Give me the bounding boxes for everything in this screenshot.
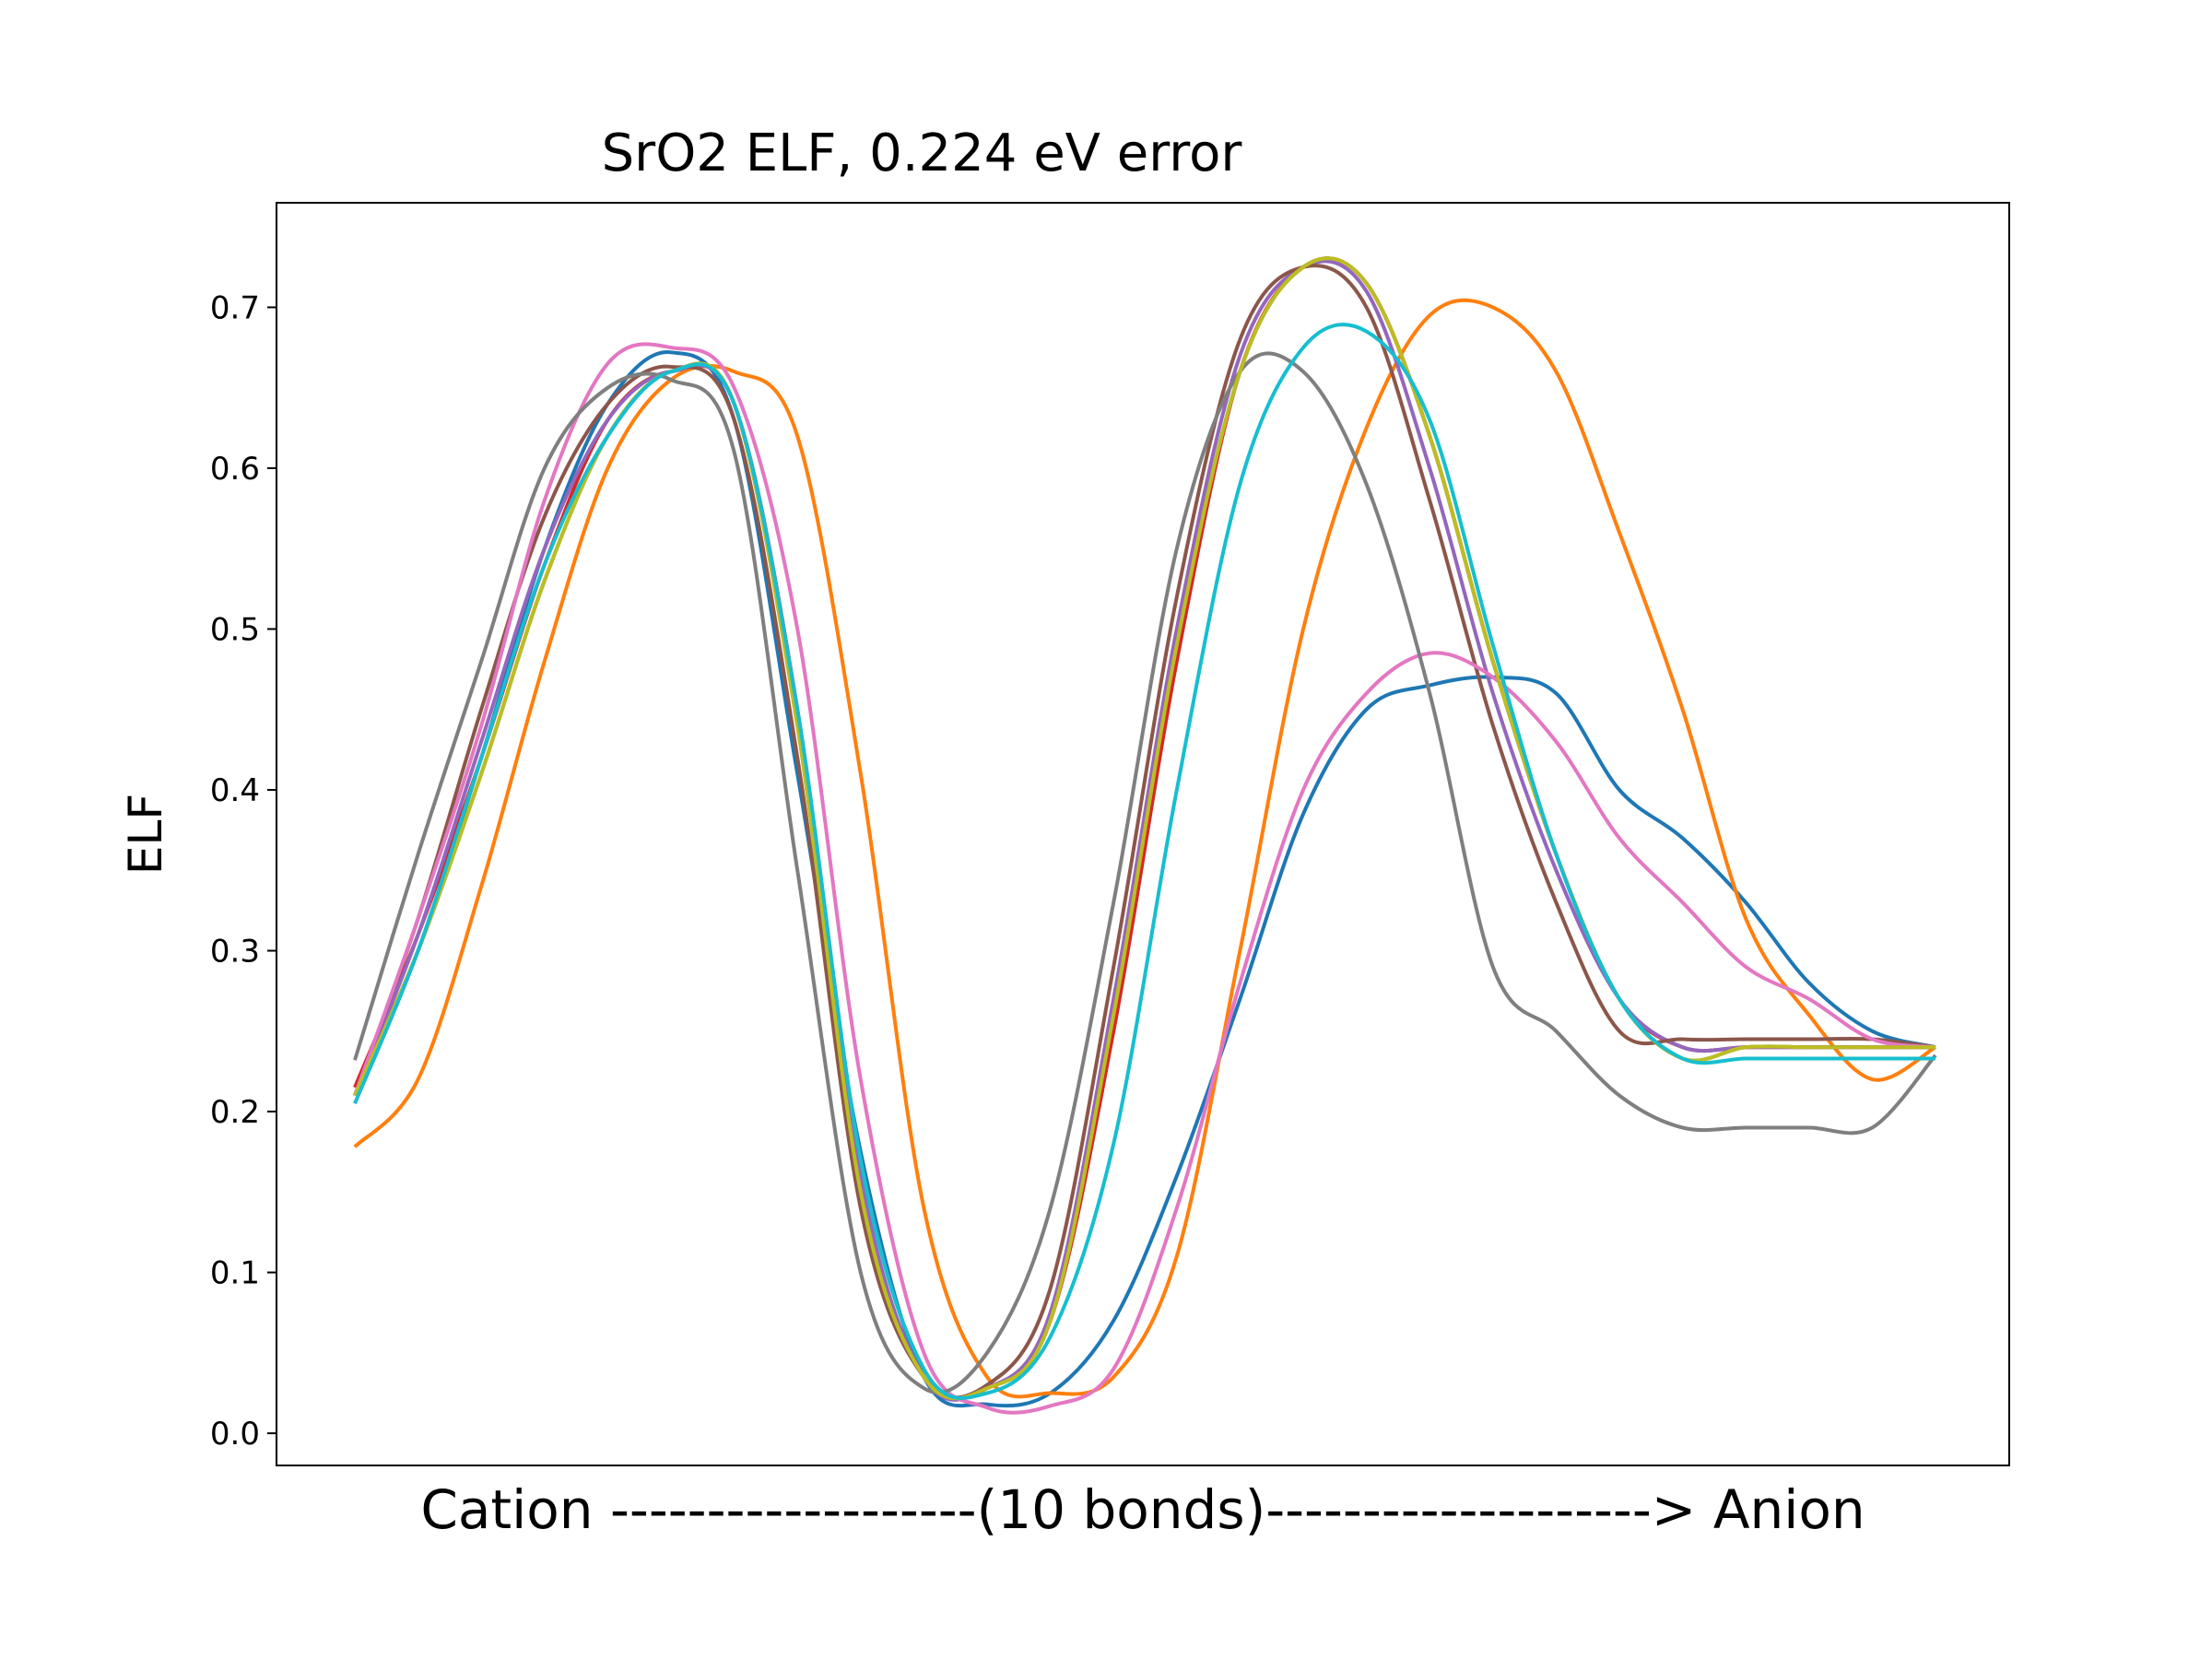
chart-title: SrO2 ELF, 0.224 eV error — [602, 124, 1243, 183]
y-tick-label: 0.5 — [210, 611, 260, 648]
plot-area-frame — [276, 202, 2010, 1466]
series-line-8 — [353, 351, 1937, 1394]
y-tick-label: 0.1 — [210, 1255, 260, 1292]
y-tick-label: 0.6 — [210, 451, 260, 488]
series-layer — [353, 256, 1937, 1415]
y-axis-label: ELF — [119, 794, 172, 875]
series-line-2 — [353, 298, 1937, 1399]
y-axis-ticks: 0.0 0.1 0.2 0.3 0.4 0.5 0.6 0.7 — [210, 289, 276, 1453]
x-axis-label: Cation -------------------(10 bonds)----… — [420, 1478, 1865, 1541]
y-tick-label: 0.3 — [210, 934, 260, 971]
y-tick-label: 0.0 — [210, 1416, 260, 1453]
series-line-6 — [353, 264, 1936, 1400]
series-line-10 — [353, 323, 1936, 1400]
y-tick-label: 0.7 — [210, 289, 260, 326]
series-line-7 — [353, 342, 1936, 1415]
y-tick-label: 0.4 — [210, 772, 260, 809]
series-line-5 — [353, 259, 1936, 1402]
y-tick-label: 0.2 — [210, 1094, 260, 1131]
series-line-1 — [353, 350, 1936, 1408]
